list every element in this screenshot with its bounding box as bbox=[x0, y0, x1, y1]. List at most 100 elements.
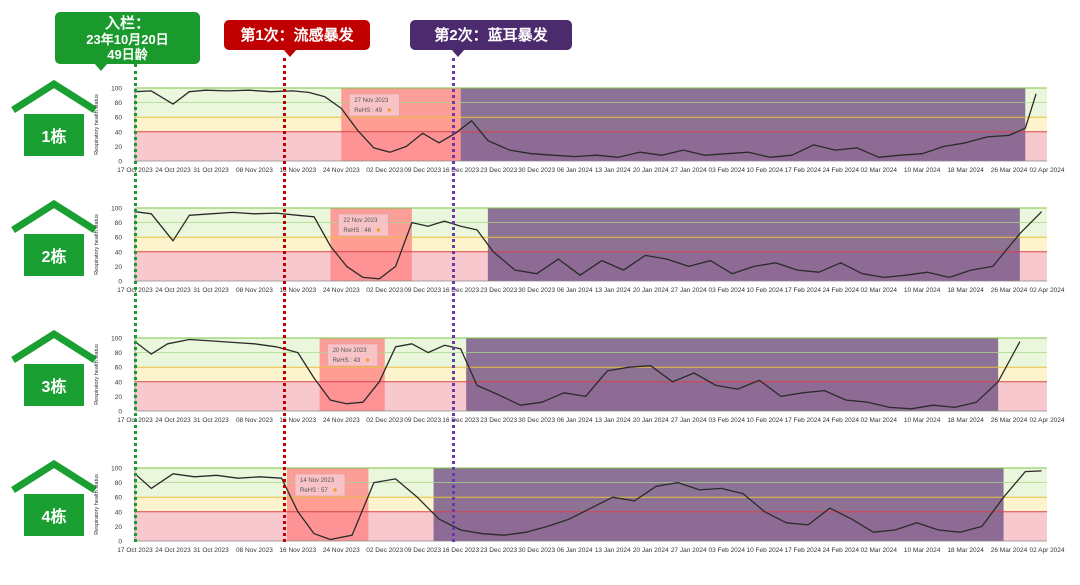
x-tick-label: 16 Nov 2023 bbox=[279, 547, 316, 554]
first-outbreak-marker bbox=[283, 58, 286, 542]
x-tick-label: 27 Jan 2024 bbox=[671, 287, 707, 294]
x-tick-label: 08 Nov 2023 bbox=[236, 167, 273, 174]
house-icon: 2栋 bbox=[11, 199, 97, 276]
prrs-period-highlight bbox=[433, 468, 1004, 541]
house-roof bbox=[11, 79, 97, 113]
x-tick-label: 02 Apr 2024 bbox=[1029, 287, 1064, 294]
x-tick-label: 24 Nov 2023 bbox=[323, 547, 360, 554]
y-tick-label: 80 bbox=[115, 100, 123, 107]
y-tick-label: 20 bbox=[115, 394, 123, 401]
y-tick-label: 40 bbox=[115, 249, 123, 256]
x-tick-label: 20 Jan 2024 bbox=[633, 547, 669, 554]
entry-age: 49日龄 bbox=[107, 46, 148, 62]
building-label: 3栋 bbox=[42, 377, 67, 396]
prrs-period-highlight bbox=[466, 338, 999, 411]
house-icon: 3栋 bbox=[11, 329, 97, 406]
x-tick-label: 26 Mar 2024 bbox=[991, 547, 1028, 554]
x-tick-label: 31 Oct 2023 bbox=[193, 287, 229, 294]
x-tick-label: 23 Dec 2023 bbox=[480, 417, 517, 424]
x-tick-label: 24 Nov 2023 bbox=[323, 287, 360, 294]
y-tick-label: 40 bbox=[115, 129, 123, 136]
chart-panel-4: 4栋 0 20 40 60 80 100 Respiratory health status 1… bbox=[11, 459, 1065, 554]
x-tick-label: 09 Dec 2023 bbox=[404, 547, 441, 554]
x-tick-label: 03 Feb 2024 bbox=[708, 167, 745, 174]
callout-first-outbreak: 第1次：流感暴发 bbox=[224, 20, 370, 57]
entry-title: 入栏： bbox=[104, 14, 150, 32]
prrs-period-highlight bbox=[487, 208, 1020, 281]
house-roof bbox=[11, 459, 97, 493]
prrs-period-highlight bbox=[460, 88, 1026, 161]
y-tick-label: 60 bbox=[115, 365, 123, 372]
x-tick-label: 10 Feb 2024 bbox=[746, 417, 783, 424]
x-tick-label: 02 Dec 2023 bbox=[366, 417, 403, 424]
x-tick-label: 06 Jan 2024 bbox=[557, 417, 593, 424]
x-tick-label: 10 Mar 2024 bbox=[904, 547, 941, 554]
y-tick-label: 20 bbox=[115, 524, 123, 531]
x-tick-label: 16 Nov 2023 bbox=[279, 167, 316, 174]
y-tick-label: 0 bbox=[118, 409, 122, 416]
health-status-line bbox=[134, 211, 1043, 280]
x-tick-label: 20 Jan 2024 bbox=[633, 167, 669, 174]
y-tick-label: 20 bbox=[115, 264, 123, 271]
entry-date-marker bbox=[134, 64, 137, 542]
y-axis-label: Respiratory health status bbox=[94, 344, 100, 405]
tooltip-dot bbox=[365, 358, 370, 362]
x-tick-label: 13 Jan 2024 bbox=[595, 547, 631, 554]
x-tick-label: 23 Dec 2023 bbox=[480, 287, 517, 294]
building-label: 2栋 bbox=[42, 247, 67, 266]
y-axis-label: Respiratory health status bbox=[94, 474, 100, 535]
x-tick-label: 08 Nov 2023 bbox=[236, 417, 273, 424]
x-tick-label: 18 Mar 2024 bbox=[947, 287, 984, 294]
house-body bbox=[24, 494, 84, 536]
y-tick-label: 20 bbox=[115, 144, 123, 151]
x-tick-label: 16 Dec 2023 bbox=[442, 417, 479, 424]
x-tick-label: 24 Feb 2024 bbox=[822, 167, 859, 174]
tooltip-date: 27 Nov 2023 bbox=[354, 98, 389, 104]
x-tick-label: 20 Jan 2024 bbox=[633, 287, 669, 294]
x-tick-label: 02 Mar 2024 bbox=[860, 167, 897, 174]
x-tick-label: 30 Dec 2023 bbox=[518, 547, 555, 554]
y-axis-label: Respiratory health status bbox=[94, 94, 100, 155]
x-tick-label: 27 Jan 2024 bbox=[671, 547, 707, 554]
x-tick-label: 24 Nov 2023 bbox=[323, 417, 360, 424]
tooltip-value: ReHS : 57 bbox=[300, 488, 328, 494]
y-tick-label: 80 bbox=[115, 480, 123, 487]
x-tick-label: 10 Feb 2024 bbox=[746, 287, 783, 294]
y-tick-label: 60 bbox=[115, 235, 123, 242]
x-tick-label: 03 Feb 2024 bbox=[708, 287, 745, 294]
second-outbreak-marker bbox=[452, 58, 455, 542]
y-tick-label: 60 bbox=[115, 495, 123, 502]
x-tick-label: 13 Jan 2024 bbox=[595, 287, 631, 294]
tooltip-dot bbox=[376, 228, 381, 232]
x-tick-label: 02 Mar 2024 bbox=[860, 417, 897, 424]
tooltip-box bbox=[338, 213, 389, 237]
y-tick-label: 60 bbox=[115, 115, 123, 122]
entry-date: 23年10月20日 bbox=[86, 31, 169, 47]
x-tick-label: 18 Mar 2024 bbox=[947, 167, 984, 174]
x-tick-label: 31 Oct 2023 bbox=[193, 417, 229, 424]
x-tick-label: 17 Oct 2023 bbox=[117, 547, 153, 554]
x-tick-label: 09 Dec 2023 bbox=[404, 417, 441, 424]
x-tick-label: 24 Feb 2024 bbox=[822, 287, 859, 294]
house-icon: 4栋 bbox=[11, 459, 97, 536]
y-tick-label: 40 bbox=[115, 379, 123, 386]
y-tick-label: 100 bbox=[111, 206, 122, 213]
x-tick-label: 17 Feb 2024 bbox=[784, 287, 821, 294]
annotation-tooltip: 27 Nov 2023 ReHS : 49 bbox=[348, 93, 400, 117]
x-tick-label: 26 Mar 2024 bbox=[991, 167, 1028, 174]
x-tick-label: 17 Feb 2024 bbox=[784, 547, 821, 554]
tooltip-date: 20 Nov 2023 bbox=[333, 348, 368, 354]
x-tick-label: 06 Jan 2024 bbox=[557, 287, 593, 294]
annotation-tooltip: 22 Nov 2023 ReHS : 46 bbox=[338, 213, 389, 237]
second-outbreak-label: 第2次：蓝耳暴发 bbox=[434, 26, 548, 44]
x-tick-label: 16 Dec 2023 bbox=[442, 167, 479, 174]
y-tick-label: 100 bbox=[111, 336, 122, 343]
chart-panel-3: 3栋 0 20 40 60 80 100 Respiratory health status 1… bbox=[11, 329, 1065, 424]
x-tick-label: 31 Oct 2023 bbox=[193, 547, 229, 554]
house-body bbox=[24, 114, 84, 156]
y-tick-label: 80 bbox=[115, 350, 123, 357]
tooltip-box bbox=[348, 93, 400, 117]
x-tick-label: 24 Nov 2023 bbox=[323, 167, 360, 174]
y-tick-label: 100 bbox=[111, 466, 122, 473]
x-tick-label: 18 Mar 2024 bbox=[947, 417, 984, 424]
